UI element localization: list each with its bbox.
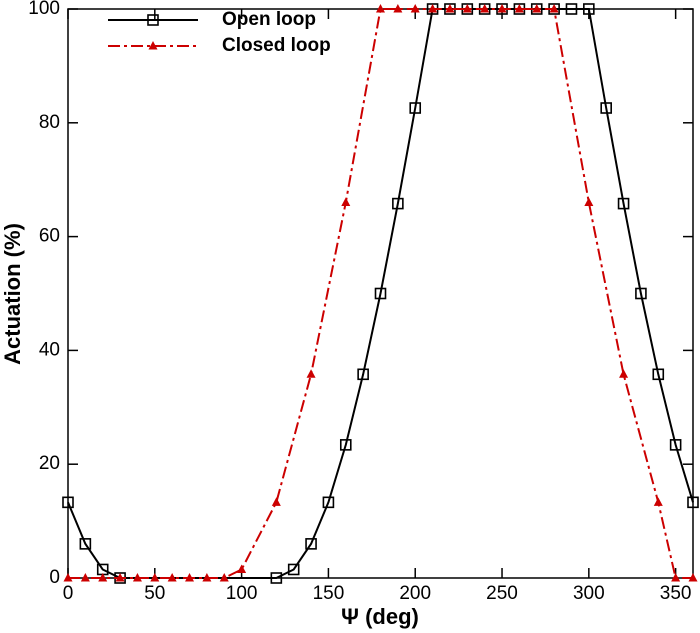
marker: [185, 573, 195, 582]
x-tick-label: 350: [660, 583, 692, 604]
marker: [167, 573, 177, 582]
marker: [80, 573, 90, 582]
legend-label: Closed loop: [222, 35, 331, 56]
x-tick-label: 300: [573, 583, 605, 604]
marker: [653, 497, 663, 506]
marker: [305, 538, 317, 550]
marker: [393, 4, 403, 13]
marker: [445, 4, 455, 13]
y-tick-label: 80: [39, 112, 60, 133]
marker: [376, 4, 385, 13]
x-tick-label: 50: [144, 583, 165, 604]
series-line: [67, 8, 694, 579]
marker: [619, 369, 629, 378]
y-tick-label: 60: [39, 226, 60, 247]
marker: [584, 197, 594, 206]
marker: [115, 573, 125, 582]
marker: [322, 496, 335, 509]
x-tick-label: 250: [486, 583, 518, 604]
marker: [150, 573, 160, 582]
marker: [341, 197, 351, 206]
marker: [357, 368, 369, 381]
marker: [410, 4, 420, 13]
y-axis-label: Actuation (%): [0, 223, 25, 365]
marker: [462, 4, 472, 13]
marker: [374, 287, 387, 300]
marker: [671, 573, 681, 582]
marker: [583, 3, 595, 15]
marker: [202, 573, 212, 582]
y-tick-label: 0: [49, 567, 60, 588]
marker: [635, 287, 647, 300]
marker: [79, 538, 92, 550]
marker: [497, 4, 507, 13]
marker: [219, 573, 229, 582]
marker: [549, 4, 559, 13]
x-tick-label: 0: [63, 583, 74, 604]
marker: [63, 573, 73, 582]
y-tick-label: 40: [39, 339, 60, 360]
marker: [287, 563, 300, 576]
x-tick-label: 150: [313, 583, 345, 604]
marker: [270, 572, 283, 584]
marker: [392, 197, 404, 210]
y-tick-label: 100: [28, 0, 60, 19]
marker: [62, 496, 74, 509]
marker: [480, 4, 490, 13]
marker: [339, 439, 352, 451]
marker: [428, 4, 438, 13]
marker: [271, 497, 281, 506]
marker: [565, 3, 578, 15]
legend-marker: [148, 41, 158, 50]
marker: [600, 102, 612, 114]
legend-label: Open loop: [222, 9, 316, 30]
marker: [237, 564, 247, 573]
marker: [688, 573, 698, 582]
x-tick-label: 100: [226, 583, 258, 604]
series-line: [68, 8, 693, 579]
marker: [98, 573, 108, 582]
marker: [132, 573, 142, 582]
marker: [687, 496, 699, 509]
marker: [409, 102, 422, 114]
x-tick-label: 200: [399, 583, 431, 604]
marker: [617, 197, 630, 210]
x-axis-label: Ψ (deg): [341, 604, 419, 629]
marker: [306, 369, 316, 378]
marker: [652, 368, 665, 381]
marker: [532, 4, 542, 13]
legend-marker: [147, 14, 159, 26]
y-tick-label: 20: [39, 453, 60, 474]
marker: [669, 439, 682, 451]
marker: [514, 4, 524, 13]
